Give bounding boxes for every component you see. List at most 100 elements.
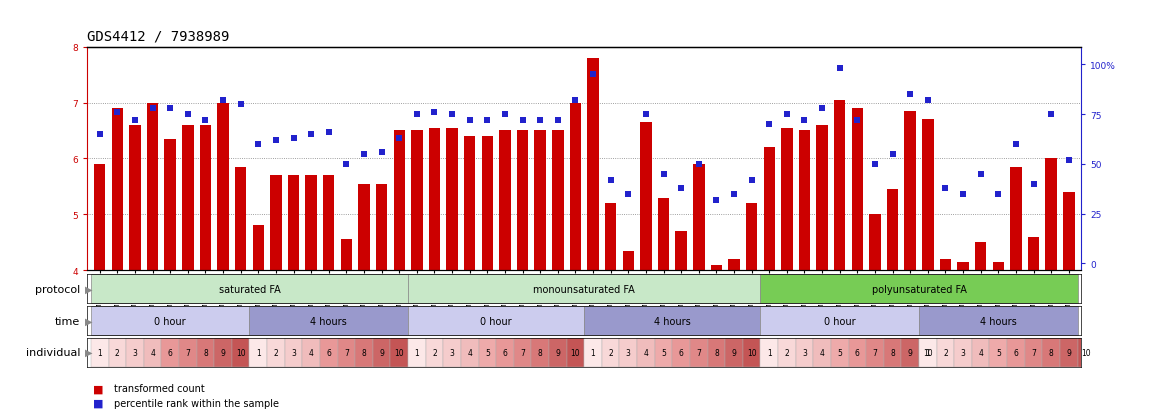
Point (989, 191, 1008, 197)
Text: 1: 1 (256, 348, 261, 357)
Bar (566, 338, 585, 367)
Bar (197, 338, 214, 367)
Point (495, 112, 514, 118)
Text: 1: 1 (591, 348, 595, 357)
Point (796, 118, 814, 124)
Point (777, 112, 796, 118)
Bar (641, 123, 651, 271)
Bar (711, 265, 722, 271)
Bar (852, 109, 863, 271)
Bar (91, 338, 108, 367)
Bar (218, 103, 228, 271)
Text: 10: 10 (235, 348, 246, 357)
Bar (937, 338, 954, 367)
Bar (249, 306, 408, 335)
Bar (658, 198, 669, 271)
Bar (887, 190, 898, 271)
Bar (408, 306, 584, 335)
Text: 1: 1 (767, 348, 771, 357)
Point (1042, 112, 1060, 118)
Bar (394, 131, 405, 271)
Point (566, 98, 585, 104)
Text: 7: 7 (697, 348, 701, 357)
Point (672, 185, 691, 192)
Point (232, 102, 250, 108)
Bar (989, 338, 1007, 367)
Bar (778, 338, 796, 367)
Bar (425, 338, 444, 367)
Text: 6: 6 (326, 348, 331, 357)
Bar (232, 338, 249, 367)
Bar (500, 131, 510, 271)
Point (249, 141, 268, 148)
Point (1024, 181, 1043, 188)
Bar (112, 109, 123, 271)
Text: 9: 9 (908, 348, 912, 357)
Text: 8: 8 (538, 348, 543, 357)
Bar (390, 338, 408, 367)
Bar (1010, 167, 1022, 271)
Text: ▶: ▶ (85, 347, 92, 357)
Bar (602, 338, 620, 367)
Point (126, 118, 144, 124)
Text: 9: 9 (1066, 348, 1072, 357)
Text: 7: 7 (520, 348, 525, 357)
Bar (270, 176, 282, 271)
Text: 3: 3 (961, 348, 966, 357)
Text: ■: ■ (93, 383, 107, 393)
Point (390, 135, 409, 142)
Text: 8: 8 (714, 348, 719, 357)
Text: polyunsaturated FA: polyunsaturated FA (871, 284, 967, 294)
Bar (253, 226, 264, 271)
Bar (605, 204, 616, 271)
Text: 9: 9 (732, 348, 736, 357)
Point (319, 129, 338, 136)
Bar (904, 112, 916, 271)
Point (725, 191, 743, 197)
Point (514, 118, 532, 124)
Point (707, 197, 726, 204)
Text: 6: 6 (679, 348, 684, 357)
Bar (1025, 338, 1043, 367)
Text: 2: 2 (274, 348, 278, 357)
Bar (147, 103, 158, 271)
Bar (570, 103, 581, 271)
Bar (479, 338, 496, 367)
Bar (799, 131, 810, 271)
Text: 4: 4 (979, 348, 983, 357)
Point (954, 191, 973, 197)
Text: 10: 10 (571, 348, 580, 357)
Text: 9: 9 (220, 348, 226, 357)
Point (284, 135, 303, 142)
Bar (884, 338, 902, 367)
Point (848, 118, 867, 124)
Point (972, 171, 990, 178)
Bar (535, 131, 546, 271)
Point (584, 72, 602, 78)
Point (831, 66, 849, 73)
Bar (587, 59, 599, 271)
Text: 8: 8 (890, 348, 895, 357)
Text: 3: 3 (626, 348, 630, 357)
Bar (1062, 192, 1074, 271)
Point (760, 121, 778, 128)
Text: ▶: ▶ (85, 284, 92, 294)
Text: 10: 10 (395, 348, 404, 357)
Point (742, 177, 761, 184)
Bar (235, 167, 246, 271)
Point (143, 106, 162, 112)
Text: 7: 7 (1031, 348, 1036, 357)
Point (108, 109, 127, 116)
Bar (91, 306, 249, 335)
Bar (531, 338, 549, 367)
Point (213, 98, 232, 104)
Text: 5: 5 (838, 348, 842, 357)
Text: 9: 9 (379, 348, 384, 357)
Point (901, 92, 919, 98)
Bar (817, 126, 828, 271)
Bar (1028, 237, 1039, 271)
Bar (672, 338, 690, 367)
Bar (919, 338, 937, 367)
Text: 2: 2 (432, 348, 437, 357)
Bar (408, 338, 425, 367)
